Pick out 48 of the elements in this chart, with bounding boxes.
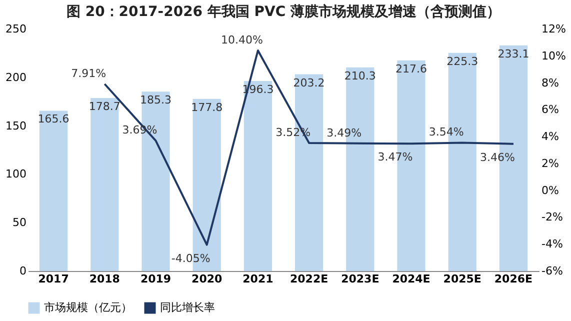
- y2-tick-label: 12%: [542, 22, 566, 36]
- x-tick-label: 2019: [140, 272, 172, 286]
- data-label: 3.49%: [326, 126, 362, 140]
- data-label: 10.40%: [220, 34, 263, 47]
- x-tick-label: 2017: [38, 272, 69, 286]
- legend-label: 同比增长率: [160, 301, 215, 314]
- x-tick-label: 2024E: [392, 272, 430, 286]
- y2-tick-label: -6%: [542, 264, 563, 278]
- y2-tick-label: 10%: [542, 49, 566, 62]
- y2-tick-label: 0%: [542, 184, 559, 197]
- y2-tick-label: -4%: [542, 238, 563, 251]
- bar: [90, 98, 119, 271]
- y2-tick-label: -2%: [542, 210, 563, 224]
- x-tick-label: 2026E: [494, 272, 533, 286]
- data-label: 185.3: [140, 94, 172, 107]
- y2-tick-label: 2%: [542, 156, 559, 170]
- x-tick-label: 2022E: [290, 272, 328, 286]
- data-label: 178.7: [88, 100, 120, 114]
- x-tick-label: 2021: [242, 272, 274, 286]
- data-label: 3.47%: [378, 150, 413, 164]
- data-label: 165.6: [38, 112, 70, 126]
- data-label: 210.3: [344, 69, 376, 82]
- y-tick-label: 100: [6, 168, 26, 181]
- data-label: 3.54%: [428, 126, 464, 139]
- y2-tick-label: 4%: [542, 130, 559, 144]
- x-tick-label: 2018: [89, 272, 120, 286]
- data-label: 225.3: [446, 54, 478, 68]
- y-tick-label: 200: [6, 70, 26, 84]
- legend-label: 市场规模（亿元）: [44, 301, 132, 314]
- bar: [244, 80, 272, 271]
- data-label: 217.6: [396, 62, 427, 76]
- y-tick-label: 0: [20, 264, 26, 278]
- data-label: -4.05%: [171, 252, 210, 265]
- y2-tick-label: 8%: [542, 76, 559, 90]
- data-label: 177.8: [191, 100, 223, 114]
- data-label: 7.91%: [71, 66, 106, 80]
- y-tick-label: 250: [6, 22, 26, 36]
- x-tick-label: 2023E: [341, 272, 380, 286]
- x-tick-label: 2020: [192, 272, 222, 286]
- x-tick-label: 2025E: [443, 272, 482, 286]
- data-label: 3.46%: [480, 150, 515, 164]
- y2-tick-label: 6%: [542, 103, 559, 116]
- bar: [39, 110, 68, 271]
- data-label: 203.2: [293, 76, 325, 90]
- data-label: 233.1: [498, 47, 530, 60]
- y-tick-label: 150: [6, 119, 26, 132]
- y-tick-label: 50: [12, 216, 26, 230]
- chart-title: 图 20：2017-2026 年我国 PVC 薄膜市场规模及增速（含预测值）: [66, 3, 501, 20]
